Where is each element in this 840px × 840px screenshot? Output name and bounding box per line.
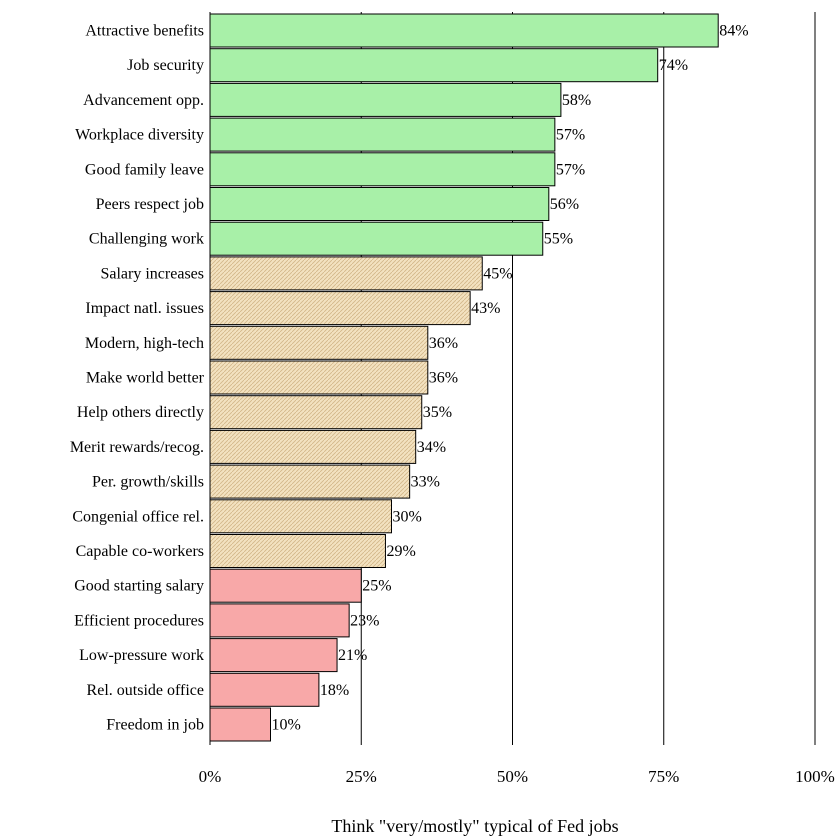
category-label: Challenging work	[89, 231, 204, 248]
category-label: Efficient procedures	[74, 612, 204, 629]
value-label: 45%	[483, 265, 512, 282]
category-label: Good family leave	[85, 161, 204, 178]
bar	[209, 82, 562, 117]
category-labels: Attractive benefits Job security Advanceme…	[70, 23, 205, 734]
bars	[209, 13, 719, 742]
bar	[209, 499, 392, 534]
value-label: 34%	[417, 439, 446, 456]
category-label: Good starting salary	[74, 578, 204, 595]
x-axis-ticks: 0% 25% 50% 75% 100%	[199, 767, 835, 786]
category-label: Low-pressure work	[79, 647, 204, 664]
bar	[209, 221, 544, 256]
bar	[209, 13, 719, 48]
x-tick-label: 0%	[199, 767, 222, 786]
bar	[209, 568, 362, 603]
value-label: 21%	[338, 647, 367, 664]
category-label: Modern, high-tech	[85, 335, 204, 352]
value-label: 33%	[411, 474, 440, 491]
bar	[209, 395, 423, 430]
x-tick-label: 50%	[497, 767, 528, 786]
category-label: Peers respect job	[96, 196, 204, 213]
category-label: Help others directly	[77, 404, 204, 421]
value-label: 35%	[423, 404, 452, 421]
bar	[209, 291, 471, 326]
category-label: Congenial office rel.	[72, 508, 204, 525]
value-labels: 84% 74% 58% 57% 57% 56% 55% 45% 43% 36% 36% 35% 34% 3…	[272, 23, 749, 734]
value-label: 43%	[471, 300, 500, 317]
value-label: 57%	[556, 127, 585, 144]
value-label: 10%	[272, 717, 301, 734]
bar	[209, 117, 556, 152]
bar	[209, 603, 350, 638]
bar	[209, 187, 550, 221]
category-label: Attractive benefits	[85, 23, 204, 40]
bar	[209, 48, 659, 83]
value-label: 56%	[550, 196, 579, 213]
value-label: 58%	[562, 92, 591, 109]
bar	[209, 325, 429, 360]
category-label: Make world better	[86, 370, 205, 387]
bar	[209, 429, 417, 464]
bar	[209, 638, 338, 673]
category-label: Freedom in job	[106, 717, 204, 734]
bar	[209, 534, 386, 568]
value-label: 36%	[429, 370, 458, 387]
value-label: 84%	[719, 23, 748, 40]
x-axis-title: Think "very/mostly" typical of Fed jobs	[331, 816, 618, 836]
bar	[209, 672, 320, 707]
value-label: 30%	[393, 508, 422, 525]
bar	[209, 464, 411, 499]
value-label: 25%	[362, 578, 391, 595]
value-label: 18%	[320, 682, 349, 699]
category-label: Workplace diversity	[75, 127, 204, 144]
value-label: 55%	[544, 231, 573, 248]
bar	[209, 152, 556, 187]
category-label: Impact natl. issues	[85, 300, 204, 317]
value-label: 57%	[556, 161, 585, 178]
category-label: Merit rewards/recog.	[70, 439, 204, 456]
bar	[209, 360, 429, 395]
value-label: 36%	[429, 335, 458, 352]
bar	[209, 707, 271, 742]
value-label: 29%	[386, 543, 415, 560]
category-label: Salary increases	[100, 265, 204, 282]
x-tick-label: 25%	[346, 767, 377, 786]
category-label: Per. growth/skills	[92, 474, 204, 491]
x-tick-label: 75%	[648, 767, 679, 786]
category-label: Rel. outside office	[87, 682, 204, 699]
bar	[209, 256, 483, 291]
value-label: 23%	[350, 612, 379, 629]
category-label: Capable co-workers	[76, 543, 204, 560]
x-tick-label: 100%	[795, 767, 835, 786]
category-label: Advancement opp.	[83, 92, 204, 109]
category-label: Job security	[127, 57, 204, 74]
value-label: 74%	[659, 57, 688, 74]
